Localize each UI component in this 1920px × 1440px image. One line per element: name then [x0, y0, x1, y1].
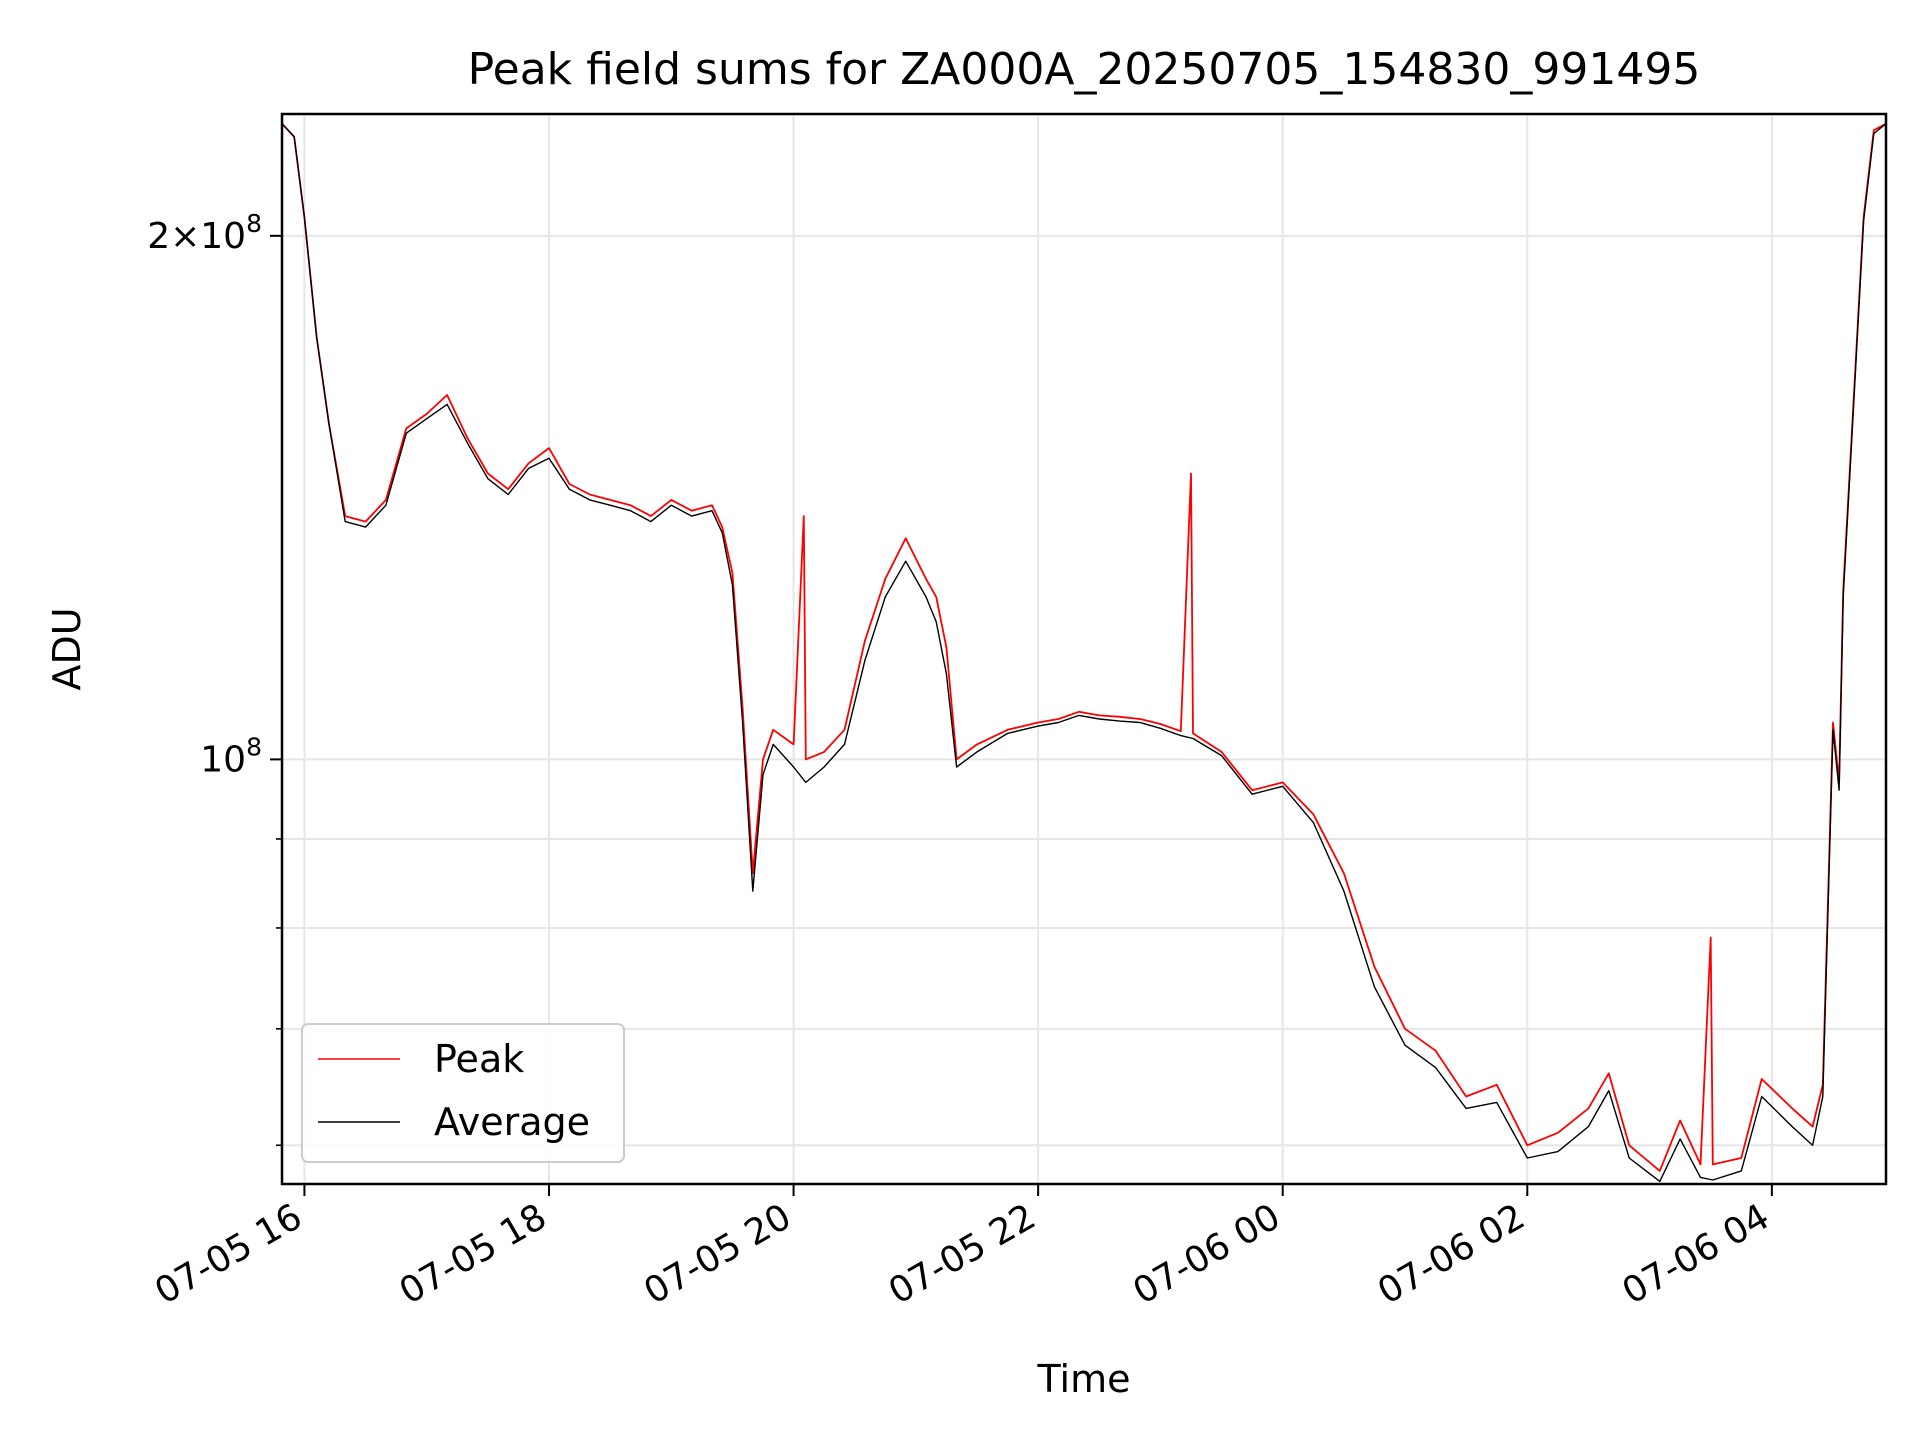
legend-label-average: Average — [434, 1100, 590, 1144]
y-axis-label: ADU — [45, 607, 89, 690]
series-line-average — [281, 123, 1887, 1183]
chart-title: Peak field sums for ZA000A_20250705_1548… — [468, 44, 1701, 95]
legend-label-peak: Peak — [434, 1037, 524, 1081]
x-axis-label: Time — [1037, 1357, 1131, 1401]
y-tick-label: 108 — [200, 732, 262, 780]
y-tick-label: 2×108 — [147, 209, 262, 257]
legend: Peak Average — [301, 1023, 625, 1163]
y-axis: 2×108 108 — [147, 209, 282, 1147]
series-layer — [281, 122, 1887, 1183]
plot-frame — [280, 112, 1888, 1186]
series-line-peak — [281, 122, 1887, 1172]
